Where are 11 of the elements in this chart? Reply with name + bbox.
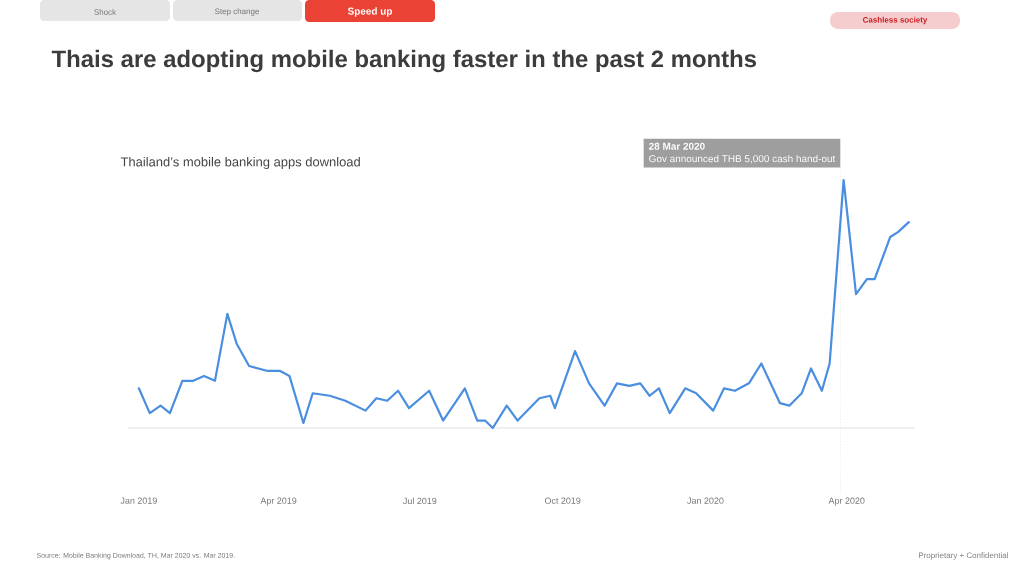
x-tick-label: Jan 2020 xyxy=(687,497,724,504)
x-tick-label: Oct 2019 xyxy=(544,497,581,504)
text: Gov announced THB 5,000 cash hand-out xyxy=(649,154,836,164)
chart-subtitle: Thailand’s mobile banking apps download xyxy=(120,156,360,170)
text: Speed up xyxy=(347,7,393,17)
x-tick-label: Jul 2019 xyxy=(403,497,437,505)
ref-line-label: 28 Mar 2020 xyxy=(649,142,705,150)
x-tick-label: Apr 2019 xyxy=(260,497,297,506)
x-tick-label: Jan 2019 xyxy=(120,497,157,504)
chart-title: Thais are adopting mobile banking faster in the past 2 months xyxy=(51,49,757,73)
x-tick-label: Apr 2020 xyxy=(828,497,865,506)
